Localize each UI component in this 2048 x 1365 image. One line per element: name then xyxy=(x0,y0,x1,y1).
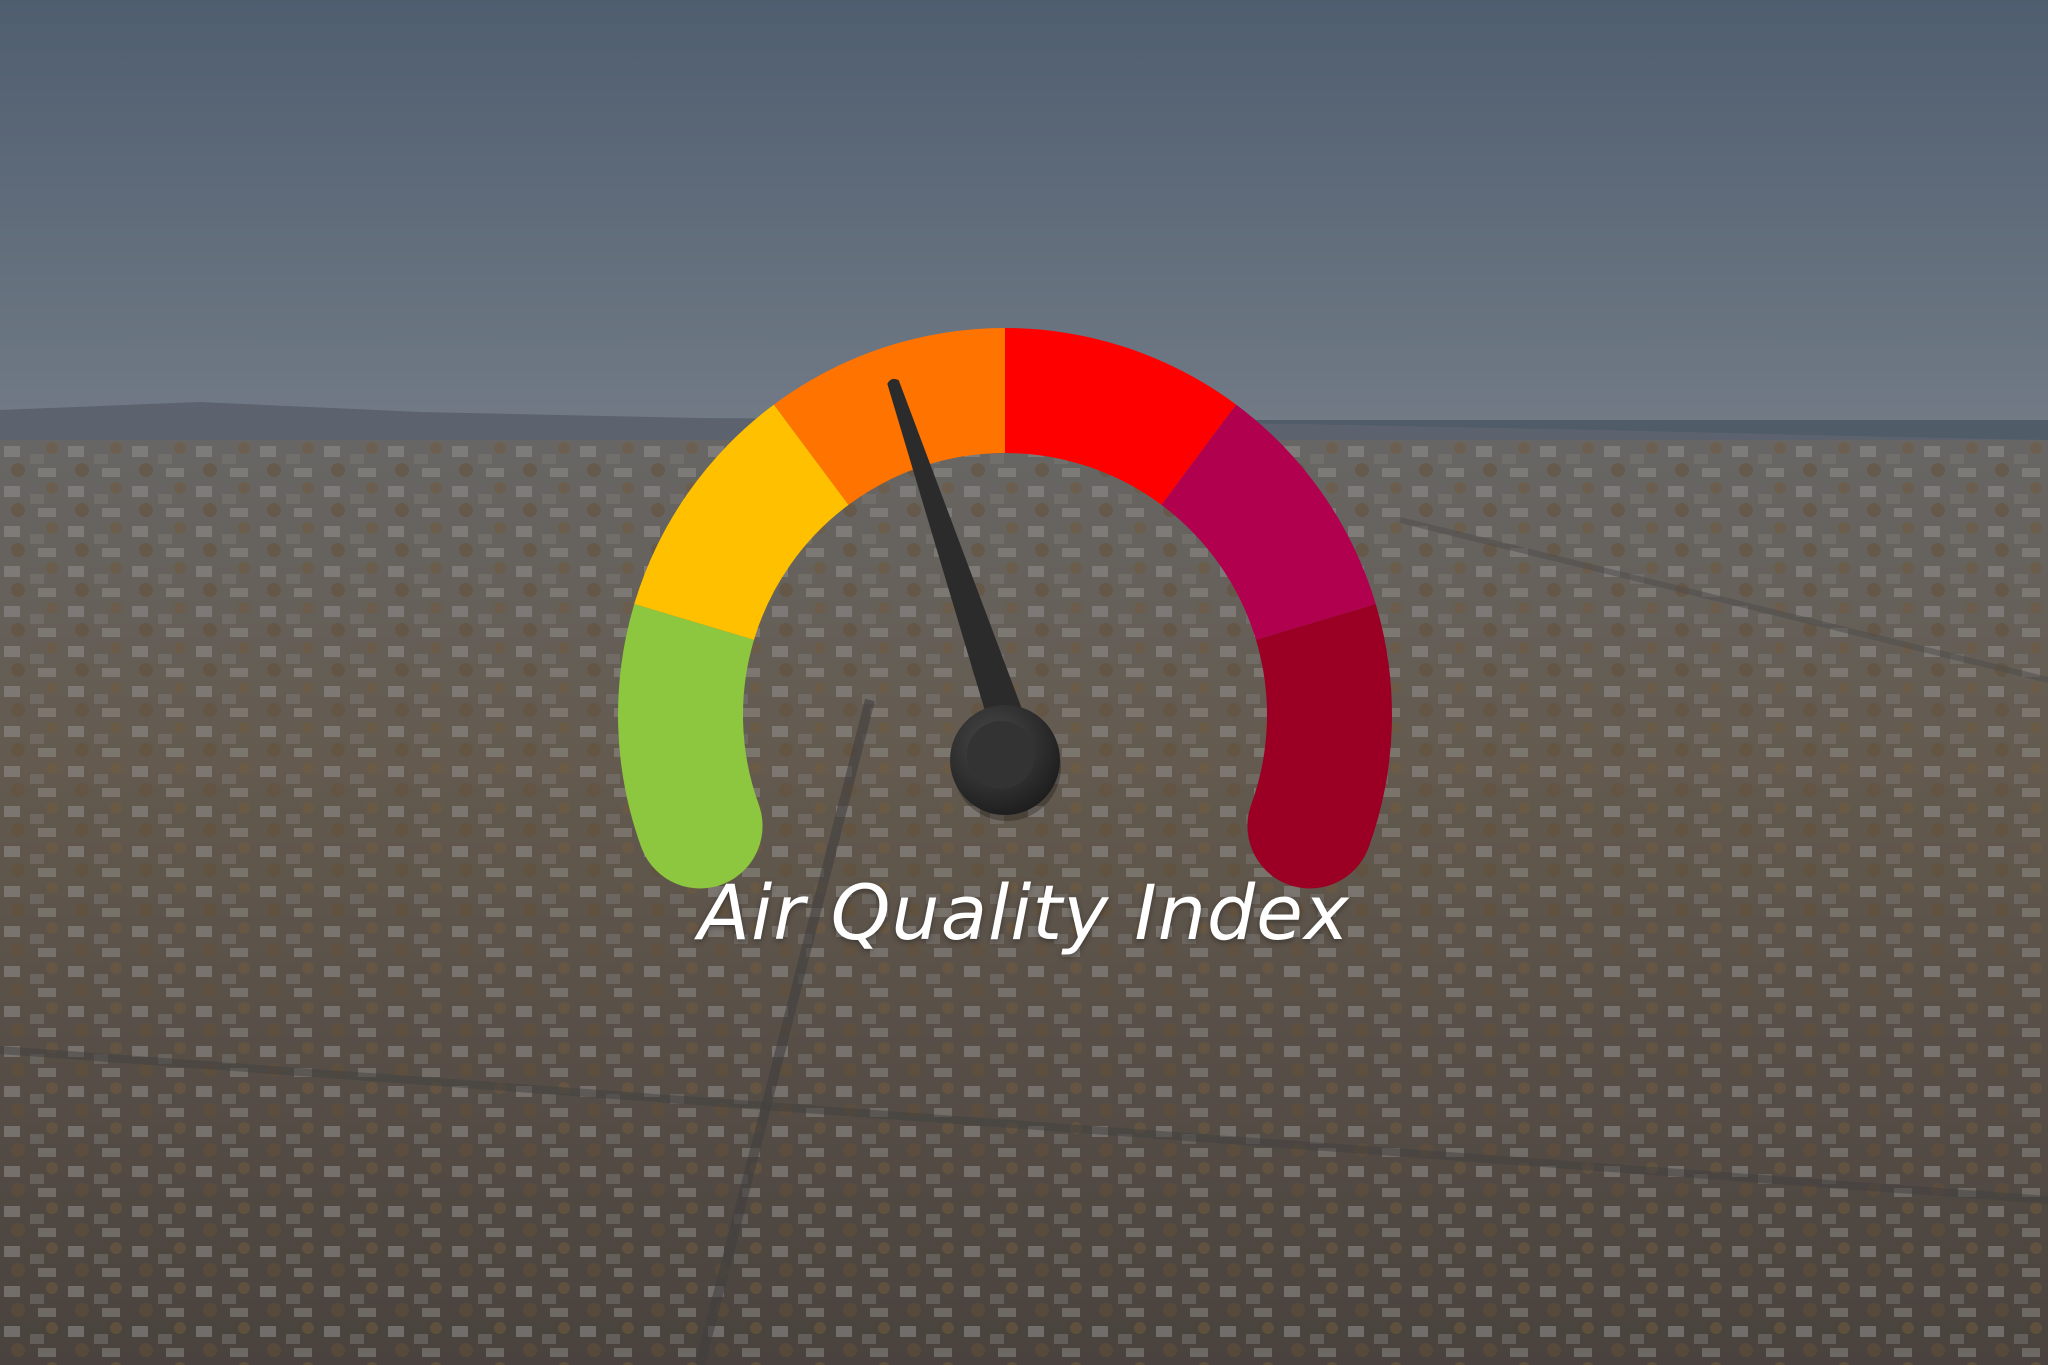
gauge-needle xyxy=(887,378,1023,721)
gauge-segment-4 xyxy=(1005,328,1237,505)
road-3 xyxy=(1399,517,2048,683)
road-1 xyxy=(695,698,875,1365)
page-title: Air Quality Index xyxy=(698,868,1350,957)
gauge-end-cap xyxy=(1247,763,1373,889)
gauge-hub-inner xyxy=(967,721,1035,789)
gauge-segment-2 xyxy=(634,404,849,640)
gauge-segment-5 xyxy=(1161,404,1376,640)
road-2 xyxy=(0,1046,2048,1204)
gauge-segment-3 xyxy=(773,328,1005,505)
aqi-gauge xyxy=(618,328,1392,889)
gauge-start-cap xyxy=(637,763,763,889)
